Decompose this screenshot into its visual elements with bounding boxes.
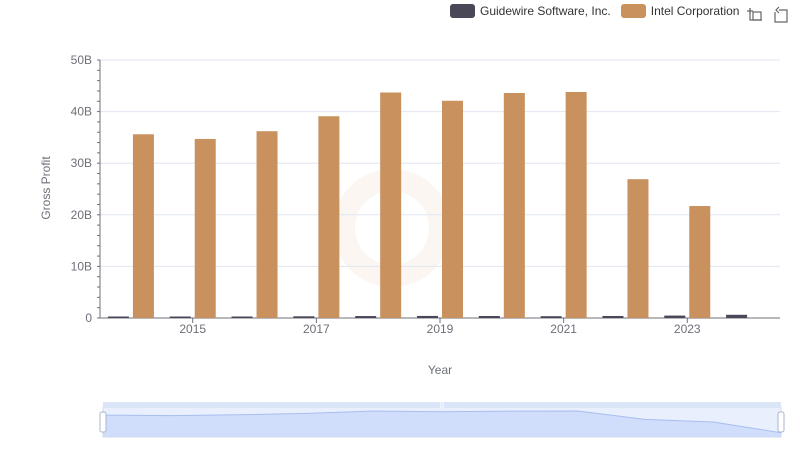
bar-intel-2017[interactable]	[318, 116, 340, 318]
bar-intel-2014[interactable]	[132, 134, 154, 318]
y-axis: 0 10B 20B 30B 40B 50B	[71, 53, 101, 325]
y-tick-label: 40B	[71, 105, 92, 119]
bar-guidewire-2018[interactable]	[355, 316, 377, 318]
restore-icon[interactable]	[772, 6, 790, 24]
bar-guidewire-2015[interactable]	[169, 316, 191, 319]
x-tick-label: 2023	[674, 322, 701, 336]
x-tick-label: 2015	[179, 322, 206, 336]
bar-intel-2016[interactable]	[256, 131, 278, 318]
data-zoom-handle-right[interactable]	[777, 411, 785, 433]
legend: Guidewire Software, Inc. Intel Corporati…	[450, 4, 749, 18]
bar-guidewire-2019[interactable]	[417, 315, 438, 318]
bar-intel-2015[interactable]	[194, 138, 216, 318]
toolbox	[746, 6, 798, 24]
y-tick-label: 50B	[71, 53, 92, 67]
x-axis: 2015 2017 2019 2021 2023	[100, 317, 780, 336]
zoom-icon[interactable]	[746, 6, 764, 24]
bar-guidewire-2016[interactable]	[231, 316, 253, 319]
bar-intel-2023[interactable]	[689, 206, 711, 318]
bar-intel-2019[interactable]	[442, 100, 463, 318]
legend-swatch-guidewire	[450, 4, 475, 18]
bar-guidewire-2014[interactable]	[107, 316, 129, 319]
bar-guidewire-2020[interactable]	[478, 315, 500, 318]
bar-intel-2022[interactable]	[627, 179, 649, 318]
y-tick-label: 30B	[71, 156, 92, 170]
y-axis-title: Gross Profit	[39, 156, 53, 220]
bar-guidewire-2017[interactable]	[293, 316, 315, 318]
legend-label-intel: Intel Corporation	[650, 4, 740, 18]
bar-intel-2018[interactable]	[380, 92, 402, 319]
data-zoom-handle-left[interactable]	[99, 411, 107, 433]
bar-guidewire-2022[interactable]	[602, 315, 624, 318]
x-tick-label: 2019	[427, 322, 454, 336]
y-tick-label: 20B	[71, 208, 92, 222]
bar-intel-2021[interactable]	[565, 91, 587, 318]
legend-item-guidewire[interactable]: Guidewire Software, Inc.	[450, 4, 611, 18]
bar-guidewire-2023[interactable]	[664, 315, 686, 318]
data-zoom-preview-line	[102, 410, 782, 434]
legend-item-intel[interactable]: Intel Corporation	[620, 4, 740, 18]
data-zoom-grip-icon: |||	[440, 403, 445, 409]
data-zoom-preview-area	[103, 411, 781, 437]
x-tick-label: 2017	[303, 322, 330, 336]
data-zoom-slider[interactable]: |||	[99, 402, 785, 438]
y-tick-label: 10B	[71, 259, 92, 273]
bars	[107, 91, 748, 319]
y-tick-label: 0	[85, 311, 92, 325]
legend-label-guidewire: Guidewire Software, Inc.	[480, 4, 611, 18]
bar-guidewire-2021[interactable]	[540, 316, 562, 318]
legend-swatch-intel	[620, 4, 646, 18]
x-tick-label: 2021	[550, 322, 577, 336]
data-zoom-top-bar[interactable]	[103, 402, 781, 408]
x-axis-title: Year	[428, 363, 452, 377]
bar-intel-2020[interactable]	[503, 93, 525, 318]
bar-guidewire-2024[interactable]	[726, 314, 748, 318]
